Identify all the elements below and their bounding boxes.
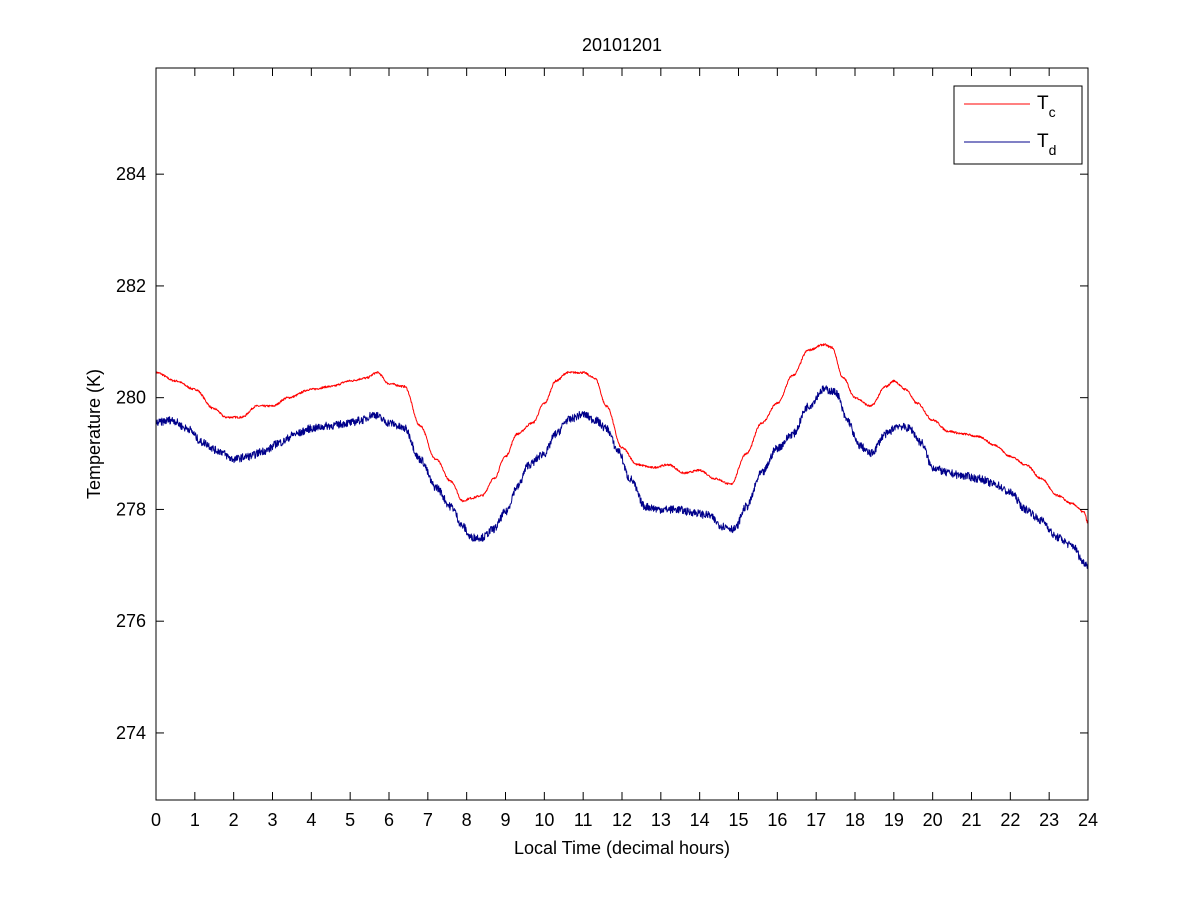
x-tick-label-14: 14 [690, 810, 710, 830]
y-tick-label-280: 280 [116, 388, 146, 408]
y-tick-label-276: 276 [116, 611, 146, 631]
x-tick-label-23: 23 [1039, 810, 1059, 830]
legend-label-tc: Tc [1037, 93, 1056, 120]
x-tick-label-1: 1 [190, 810, 200, 830]
x-tick-label-2: 2 [229, 810, 239, 830]
series-layer [155, 343, 1089, 569]
x-tick-label-5: 5 [345, 810, 355, 830]
tick-layer: 0 1 2 3 4 5 6 7 8 9 10 11 12 13 14 15 16 17 18 19 20 21 22 23 24… [116, 68, 1098, 830]
x-tick-label-19: 19 [884, 810, 904, 830]
plot-area-background [156, 68, 1088, 800]
x-tick-label-22: 22 [1000, 810, 1020, 830]
x-tick-label-7: 7 [423, 810, 433, 830]
x-tick-label-12: 12 [612, 810, 632, 830]
y-tick-label-278: 278 [116, 499, 146, 519]
y-tick-label-274: 274 [116, 723, 146, 743]
x-tick-label-17: 17 [806, 810, 826, 830]
x-tick-label-10: 10 [534, 810, 554, 830]
chart-title: 20101201 [582, 35, 662, 55]
legend: Tc Td [953, 85, 1083, 165]
series-line-tc [155, 343, 1089, 524]
x-tick-label-11: 11 [574, 810, 593, 830]
x-tick-label-8: 8 [462, 810, 472, 830]
x-tick-label-4: 4 [306, 810, 316, 830]
y-axis-label: Temperature (K) [84, 369, 104, 499]
x-axis-label: Local Time (decimal hours) [514, 838, 730, 858]
x-tick-label-16: 16 [767, 810, 787, 830]
x-tick-label-20: 20 [923, 810, 943, 830]
y-tick-label-282: 282 [116, 276, 146, 296]
x-tick-label-3: 3 [267, 810, 277, 830]
x-tick-label-9: 9 [500, 810, 510, 830]
series-line-td [155, 385, 1089, 569]
y-tick-label-284: 284 [116, 164, 146, 184]
x-tick-label-0: 0 [151, 810, 161, 830]
x-tick-label-24: 24 [1078, 810, 1098, 830]
x-tick-label-13: 13 [651, 810, 671, 830]
x-tick-label-18: 18 [845, 810, 865, 830]
legend-box [953, 85, 1083, 165]
x-tick-label-6: 6 [384, 810, 394, 830]
x-tick-label-15: 15 [728, 810, 748, 830]
x-tick-label-21: 21 [961, 810, 981, 830]
plot-area-frame [155, 67, 1089, 801]
legend-label-td: Td [1037, 131, 1056, 158]
